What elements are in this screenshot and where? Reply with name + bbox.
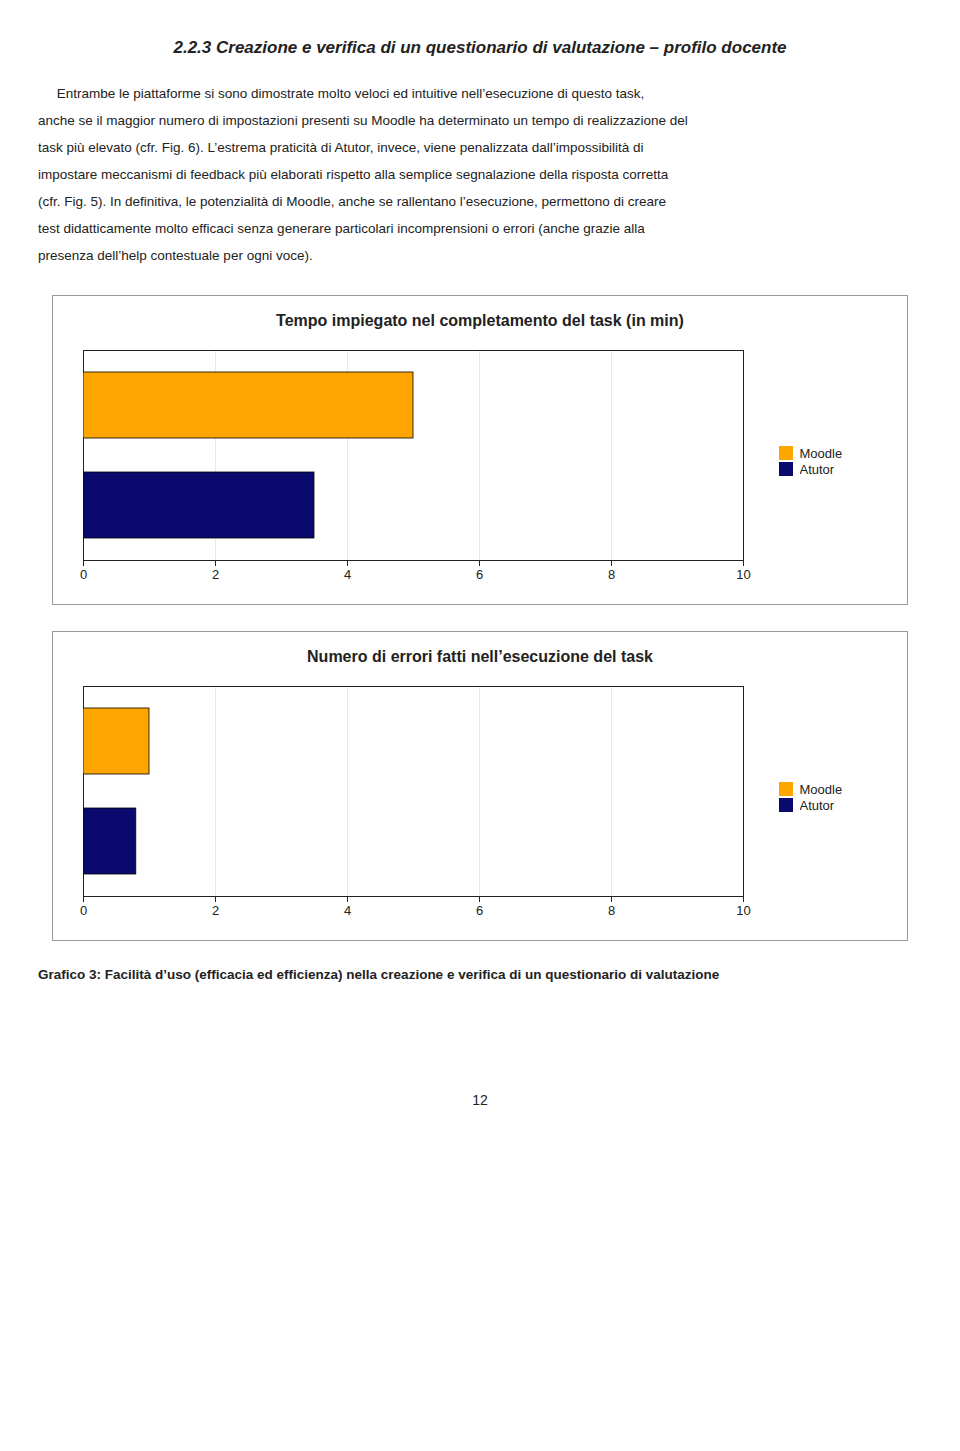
svg-text:6: 6 <box>476 567 483 582</box>
html-text:Numero di errori fatti nell’es: Numero di errori fatti nell’esecuzione d… <box>307 648 653 665</box>
svg-text:4: 4 <box>344 903 351 918</box>
html-text:Atutor: Atutor <box>799 797 835 813</box>
svg-text:2: 2 <box>212 567 219 582</box>
html-text:anche se il maggior numero di: anche se il maggior numero di impostazio… <box>38 113 688 128</box>
svg-text:10: 10 <box>736 903 750 918</box>
svg-text:4: 4 <box>344 567 351 582</box>
svg-text:2: 2 <box>212 903 219 918</box>
svg-text:8: 8 <box>608 903 615 918</box>
svg-text:10: 10 <box>736 567 750 582</box>
html-text:test didatticamente molto effi: test didatticamente molto efficaci senza… <box>38 221 645 236</box>
html-text:Grafico 3: Facilità d’uso (eff: Grafico 3: Facilità d’uso (efficacia ed … <box>38 967 720 982</box>
html-text:2.2.3 Creazione e verifica di: 2.2.3 Creazione e verifica di un questio… <box>173 38 787 57</box>
html-text:Moodle: Moodle <box>799 445 843 461</box>
svg-text:8: 8 <box>608 567 615 582</box>
html-text:presenza dell’help contestuale: presenza dell’help contestuale per ogni … <box>38 248 313 263</box>
html-text:12: 12 <box>472 1092 488 1108</box>
html-text:Moodle: Moodle <box>799 781 843 797</box>
html-text:Tempo impiegato nel completame: Tempo impiegato nel completamento del ta… <box>276 312 684 329</box>
html-text:(cfr. Fig. 5). In definitiva,: (cfr. Fig. 5). In definitiva, le potenzi… <box>38 194 667 209</box>
html-text:impostare meccanismi di feedba: impostare meccanismi di feedback più ela… <box>38 167 669 182</box>
svg-text:6: 6 <box>476 903 483 918</box>
html-text:Atutor: Atutor <box>799 461 835 477</box>
html-text:task più elevato (cfr. Fig. 6): task più elevato (cfr. Fig. 6). L’estrem… <box>38 140 644 155</box>
svg-text:0: 0 <box>80 903 87 918</box>
html-text:Entrambe le piattaforme si son: Entrambe le piattaforme si sono dimostra… <box>38 86 645 101</box>
svg-text:0: 0 <box>80 567 87 582</box>
